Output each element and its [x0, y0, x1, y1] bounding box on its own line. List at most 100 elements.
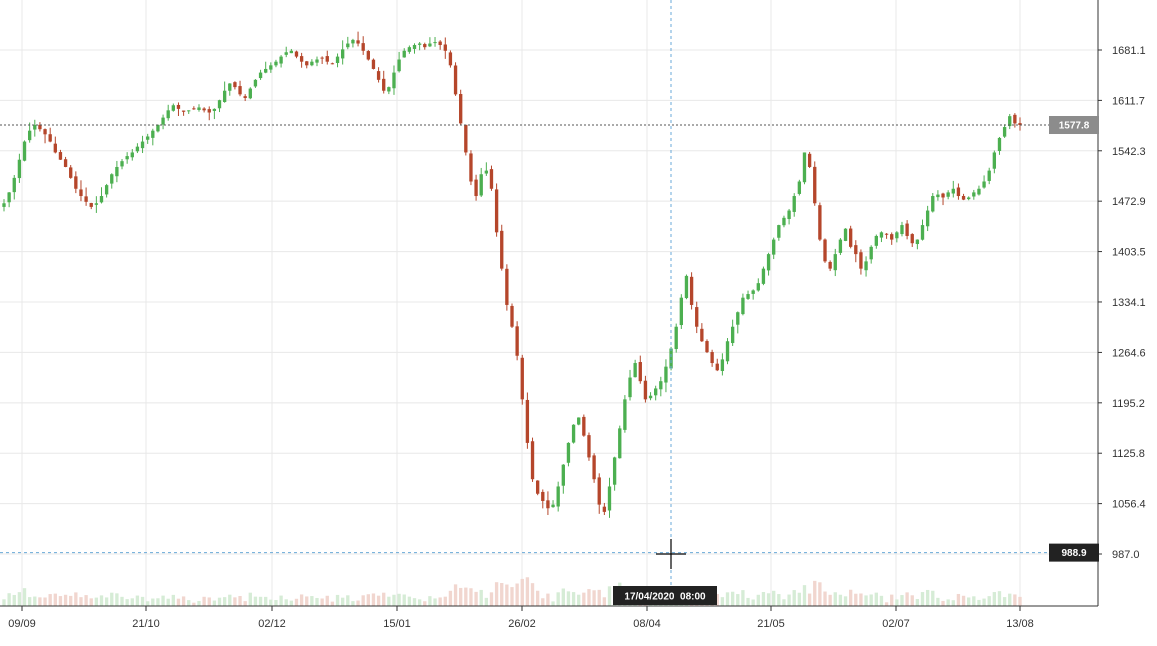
volume-bar [843, 596, 848, 606]
last-price-label: 1577.8 [1049, 116, 1099, 135]
volume-bar [556, 592, 560, 606]
volume-bar [120, 596, 124, 606]
candle-body [520, 357, 524, 400]
candle-body [130, 152, 134, 158]
candle-body [340, 49, 345, 59]
volume-bar [376, 595, 381, 606]
volume-bar [346, 595, 350, 606]
candle-body [392, 72, 396, 89]
volume-bar [140, 596, 145, 606]
candle-body [623, 399, 627, 430]
candle-body [197, 107, 201, 110]
volume-bar [264, 596, 268, 606]
candle-body [895, 232, 899, 239]
candle-body [58, 152, 63, 160]
volume-bar [541, 598, 545, 606]
volume-bar [890, 594, 894, 606]
volume-bar [115, 593, 119, 606]
volume-bar [977, 599, 981, 606]
candle-body [89, 202, 93, 207]
volume-bar [135, 595, 140, 606]
volume-bar [33, 596, 37, 606]
volume-bar [1018, 596, 1022, 606]
volume-bar [161, 595, 165, 606]
volume-bar [361, 595, 365, 606]
candle-body [84, 196, 88, 202]
candle-body [299, 56, 304, 62]
candle-body [643, 380, 648, 400]
volume-bar [884, 602, 889, 606]
volume-bar [535, 590, 540, 606]
candle-body [1013, 114, 1017, 124]
candle-body [371, 59, 376, 69]
volume-bar [7, 593, 11, 606]
candle-body [74, 176, 78, 189]
candle-body [515, 326, 519, 356]
candle-body [489, 169, 494, 189]
candle-body [772, 239, 776, 255]
candle-body [382, 78, 386, 91]
volume-bar [12, 594, 16, 606]
x-tick-label: 15/01 [383, 618, 411, 630]
candle-body [453, 65, 458, 95]
crosshair-time-label: 17/04/2020 08:00 [613, 586, 717, 605]
candle-body [500, 230, 504, 269]
volume-bar [720, 597, 725, 606]
volume-bar [951, 600, 955, 606]
candle-body [602, 506, 607, 512]
candle-body [258, 72, 263, 79]
candle-body [854, 245, 858, 255]
candle-body [99, 196, 104, 203]
crosshair-price-box [1049, 543, 1099, 562]
candle-body [720, 359, 725, 371]
candle-body [941, 193, 945, 198]
candle-body [838, 239, 843, 253]
candle-body [161, 117, 165, 125]
volume-bar [551, 601, 555, 606]
volume-bar [494, 582, 499, 606]
candle-body [890, 234, 894, 240]
volume-bar [453, 584, 458, 606]
volume-bar [299, 594, 304, 606]
candle-body [561, 464, 565, 486]
volume-bar [325, 595, 329, 606]
y-tick-label: 1611.7 [1112, 95, 1145, 107]
volume-bar [269, 599, 273, 606]
candle-body [582, 416, 586, 436]
candle-body [833, 254, 837, 271]
volume-bar [171, 594, 176, 606]
volume-bar [941, 600, 945, 606]
volume-bars [2, 577, 1022, 606]
candle-body [782, 217, 786, 226]
volume-bar [392, 594, 396, 606]
volume-bar [448, 590, 453, 606]
candle-body [176, 104, 181, 109]
candle-body [982, 181, 986, 188]
candle-body [238, 86, 242, 95]
volume-bar [125, 599, 129, 606]
volume-bar [228, 594, 232, 606]
x-tick-label: 26/02 [508, 618, 536, 630]
candle-body [967, 197, 971, 200]
volume-bar [69, 595, 73, 606]
volume-bar [582, 592, 586, 606]
volume-bar [761, 592, 766, 606]
volume-bar [335, 594, 340, 606]
candle-body [233, 82, 237, 88]
candle-body [469, 153, 473, 182]
volume-bar [592, 590, 596, 606]
candle-body [115, 166, 119, 177]
candle-body [828, 261, 832, 269]
candle-body [510, 305, 514, 327]
candle-body [936, 194, 940, 198]
x-tick-label: 08/04 [633, 618, 661, 630]
candle-body [494, 189, 499, 233]
candle-body [269, 65, 273, 70]
candle-body [654, 388, 658, 396]
volume-bar [828, 594, 832, 606]
candle-body [700, 328, 704, 342]
volume-bar [423, 601, 427, 606]
volume-bar [402, 594, 406, 606]
